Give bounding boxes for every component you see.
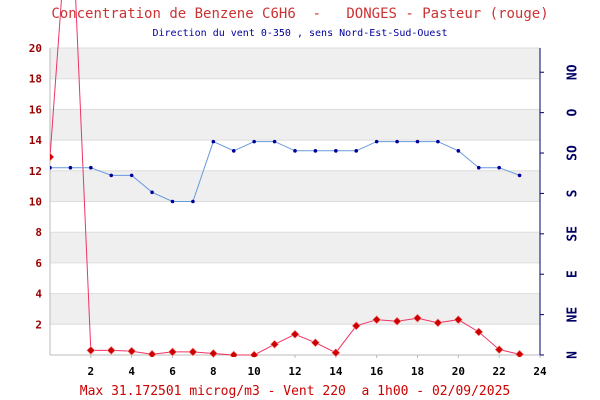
data-point bbox=[395, 139, 399, 144]
plot-bands bbox=[50, 48, 540, 325]
data-point bbox=[413, 313, 422, 323]
y-tick-label: 4 bbox=[35, 288, 42, 301]
data-point bbox=[476, 165, 481, 170]
data-point bbox=[372, 315, 382, 325]
y-tick-label: 10 bbox=[29, 196, 42, 209]
y-tick-label: 2 bbox=[35, 318, 42, 331]
data-point bbox=[150, 190, 154, 195]
data-point bbox=[229, 350, 239, 357]
data-point bbox=[50, 152, 55, 162]
data-point bbox=[127, 346, 137, 356]
data-point bbox=[515, 349, 525, 357]
x-tick-label: 6 bbox=[169, 365, 176, 378]
right-tick-label: N bbox=[566, 351, 581, 359]
data-point bbox=[331, 348, 341, 357]
data-point bbox=[129, 173, 134, 178]
right-tick-label: E bbox=[566, 270, 581, 278]
data-point bbox=[456, 149, 461, 153]
data-point bbox=[497, 165, 501, 170]
data-point bbox=[109, 173, 114, 178]
right-tick-label: S bbox=[566, 189, 581, 197]
data-point bbox=[474, 327, 484, 337]
data-point bbox=[147, 349, 157, 357]
data-point bbox=[494, 345, 504, 355]
plot-band bbox=[50, 48, 540, 79]
data-point bbox=[211, 139, 216, 144]
data-point bbox=[191, 199, 195, 204]
data-point bbox=[354, 149, 359, 153]
series-line bbox=[50, 140, 520, 202]
y-tick-label: 12 bbox=[29, 165, 42, 178]
data-point bbox=[290, 329, 300, 339]
chart-title: Concentration de Benzene C6H6 - DONGES -… bbox=[51, 6, 549, 22]
chart-subtitle: Direction du vent 0-350 , sens Nord-Est-… bbox=[152, 28, 448, 39]
x-tick-label: 4 bbox=[128, 365, 135, 378]
data-point bbox=[106, 345, 116, 355]
data-point bbox=[50, 165, 52, 170]
data-point bbox=[168, 347, 177, 357]
x-tick-label: 8 bbox=[210, 365, 217, 378]
data-point bbox=[392, 316, 402, 326]
right-tick-label: O bbox=[566, 109, 581, 117]
data-point bbox=[334, 149, 338, 153]
y-tick-label: 20 bbox=[29, 42, 42, 55]
data-point bbox=[208, 349, 218, 357]
x-tick-label: 10 bbox=[248, 365, 261, 378]
data-point bbox=[310, 338, 320, 348]
y-axis-ticks: 2 4 6 8 10 12 14 16 18 20 bbox=[29, 42, 43, 331]
series-0 bbox=[50, 0, 525, 357]
y-tick-label: 14 bbox=[29, 134, 43, 147]
right-tick-label: NE bbox=[566, 307, 581, 323]
data-point bbox=[436, 139, 440, 144]
x-axis-ticks: 2 4 6 8 10 12 14 16 18 20 22 24 bbox=[88, 355, 547, 378]
right-tick-label: NO bbox=[566, 64, 581, 80]
data-point bbox=[270, 339, 280, 349]
x-tick-label: 16 bbox=[370, 365, 384, 378]
right-tick-label: SE bbox=[566, 226, 581, 242]
data-point bbox=[231, 149, 236, 153]
x-tick-label: 14 bbox=[329, 365, 343, 378]
y-tick-label: 8 bbox=[35, 226, 42, 239]
right-tick-label: SO bbox=[566, 145, 581, 161]
plot-band bbox=[50, 293, 540, 325]
data-point bbox=[68, 165, 73, 170]
data-point bbox=[188, 347, 198, 357]
data-point bbox=[249, 350, 259, 357]
data-point bbox=[89, 165, 93, 170]
data-point bbox=[433, 318, 443, 328]
series-layer bbox=[50, 0, 525, 357]
y-tick-label: 18 bbox=[29, 73, 42, 86]
x-tick-label: 24 bbox=[533, 365, 547, 378]
plot-band bbox=[50, 232, 540, 263]
series-1 bbox=[50, 139, 522, 204]
x-tick-label: 20 bbox=[452, 365, 465, 378]
y-tick-label: 16 bbox=[29, 103, 43, 116]
x-tick-label: 18 bbox=[411, 365, 424, 378]
x-tick-label: 12 bbox=[288, 365, 301, 378]
data-point bbox=[252, 139, 256, 144]
data-point bbox=[293, 149, 297, 153]
plot-band bbox=[50, 109, 540, 141]
data-point bbox=[517, 173, 522, 178]
data-point bbox=[453, 315, 463, 325]
data-point bbox=[272, 139, 277, 144]
right-axis-ticks: N NE E SE S SO O NO bbox=[540, 64, 581, 359]
chart-footer: Max 31.172501 microg/m3 - Vent 220 a 1h0… bbox=[79, 384, 511, 399]
data-point bbox=[415, 139, 420, 144]
data-point bbox=[351, 321, 361, 331]
y-tick-label: 6 bbox=[35, 257, 42, 270]
data-point bbox=[170, 199, 175, 204]
data-point bbox=[86, 345, 96, 355]
data-point bbox=[374, 139, 379, 144]
gridlines bbox=[50, 47, 540, 325]
x-tick-label: 2 bbox=[88, 365, 95, 378]
x-tick-label: 22 bbox=[493, 365, 506, 378]
data-point bbox=[313, 149, 318, 153]
